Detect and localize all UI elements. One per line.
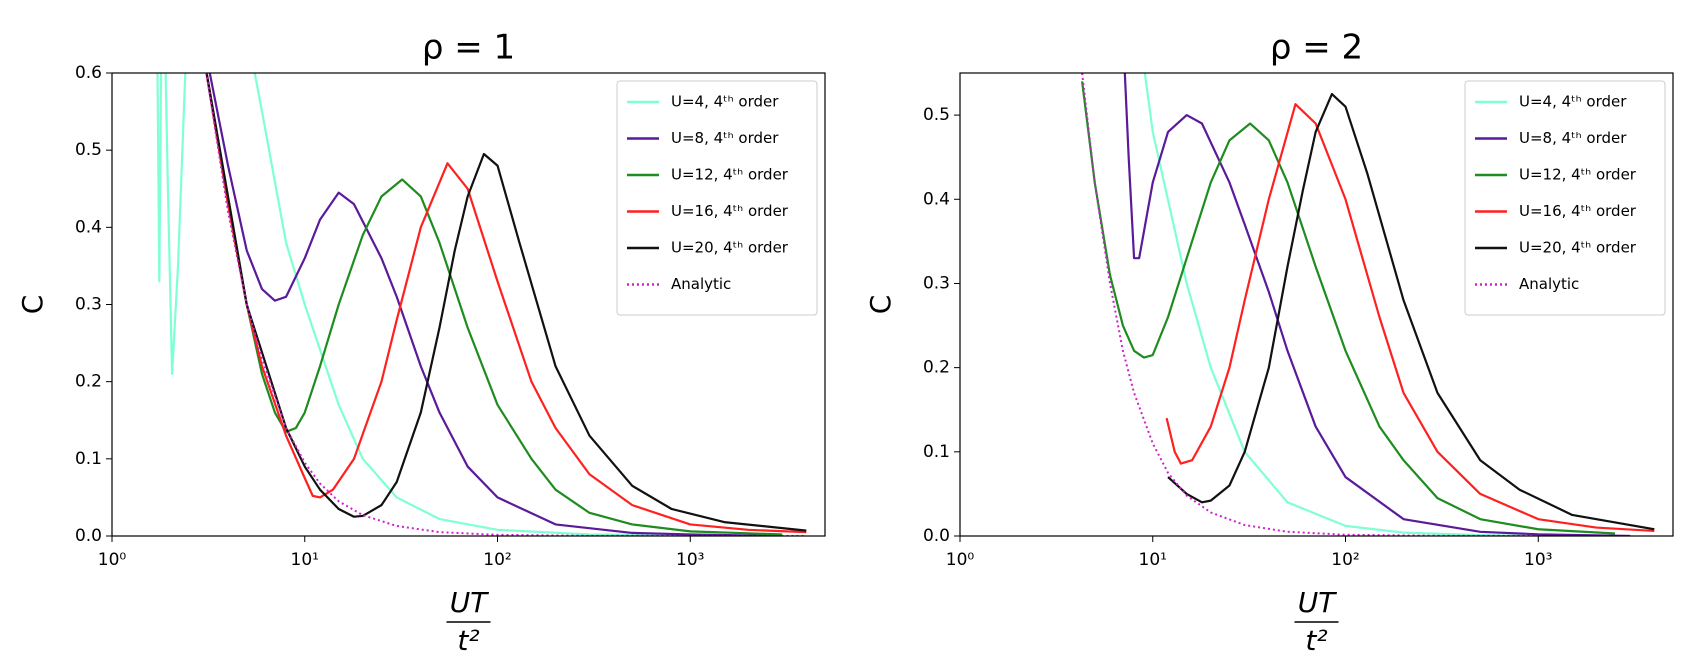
series-line (205, 73, 783, 536)
series-line (156, 73, 767, 536)
series-line (205, 73, 807, 536)
legend-label: U=12, 4ᵗʰ order (1519, 166, 1637, 184)
legend-label: Analytic (1519, 275, 1579, 293)
legend-box (616, 80, 818, 316)
y-tick-label: 0.6 (75, 63, 102, 83)
legend: U=4, 4ᵗʰ order U=8, 4ᵗʰ order U=12, 4ᵗʰ or… (1464, 80, 1666, 316)
x-tick-label: 10³ (676, 550, 704, 570)
x-axis-label-numerator: UT (1298, 586, 1337, 619)
legend-label: U=8, 4ᵗʰ order (671, 129, 779, 147)
legend: U=4, 4ᵗʰ order U=8, 4ᵗʰ order U=12, 4ᵗʰ or… (616, 80, 818, 316)
series-line (1081, 81, 1616, 535)
y-tick-label: 0.3 (923, 273, 950, 293)
legend-label: U=20, 4ᵗʰ order (1519, 239, 1637, 257)
legend-label: U=4, 4ᵗʰ order (1519, 93, 1627, 111)
y-tick-label: 0.5 (923, 105, 950, 125)
y-tick-label: 0.2 (75, 372, 102, 392)
x-tick-label: 10² (483, 550, 511, 570)
axes-frame (111, 72, 826, 537)
legend-label: U=20, 4ᵗʰ order (671, 239, 789, 257)
y-tick-label: 0.4 (923, 189, 950, 209)
series-line (205, 73, 807, 532)
axes-frame (959, 72, 1674, 537)
legend-box (1464, 80, 1666, 316)
y-tick-label: 0.3 (75, 295, 102, 315)
x-tick-label: 10¹ (291, 550, 319, 570)
series-line (1123, 73, 1631, 536)
subplot: ρ = 2 C UT t² 0.0 0.1 0.2 0.3 0.4 0.5 10⁰ 10¹ 10² 10³… (864, 28, 1674, 657)
x-tick-label: 10³ (1524, 550, 1552, 570)
x-tick-label: 10¹ (1139, 550, 1167, 570)
lines (156, 73, 807, 536)
legend-label: U=4, 4ᵗʰ order (671, 93, 779, 111)
y-tick-label: 0.2 (923, 358, 950, 378)
x-tick-label: 10⁰ (946, 550, 975, 570)
legend-label: U=12, 4ᵗʰ order (671, 166, 789, 184)
series-line (1167, 92, 1655, 531)
x-axis-label-denominator: t² (1305, 624, 1327, 657)
x-tick-label: 10² (1331, 550, 1359, 570)
y-tick-label: 0.0 (75, 526, 102, 546)
y-axis-label: C (16, 295, 49, 315)
legend-label: Analytic (671, 275, 731, 293)
y-tick-label: 0.0 (923, 526, 950, 546)
y-tick-label: 0.1 (923, 442, 950, 462)
subplot: ρ = 1 C UT t² 0.0 0.1 0.2 0.3 0.4 0.5 0.6 10⁰ 10¹ 10²… (16, 28, 826, 657)
legend-label: U=8, 4ᵗʰ order (1519, 129, 1627, 147)
y-axis-label: C (864, 295, 897, 315)
x-axis-label-denominator: t² (457, 624, 479, 657)
legend-label: U=16, 4ᵗʰ order (1519, 202, 1637, 220)
series-line (205, 73, 807, 534)
series-line (1081, 73, 1539, 536)
legend-label: U=16, 4ᵗʰ order (671, 202, 789, 220)
series-line (208, 73, 783, 536)
y-tick-label: 0.4 (75, 217, 102, 237)
chart-title: ρ = 1 (422, 28, 515, 68)
x-tick-label: 10⁰ (98, 550, 127, 570)
chart-title: ρ = 2 (1270, 28, 1363, 68)
x-axis-label-numerator: UT (450, 586, 489, 619)
series-line (1165, 103, 1655, 533)
y-tick-label: 0.1 (75, 449, 102, 469)
y-tick-label: 0.5 (75, 140, 102, 160)
